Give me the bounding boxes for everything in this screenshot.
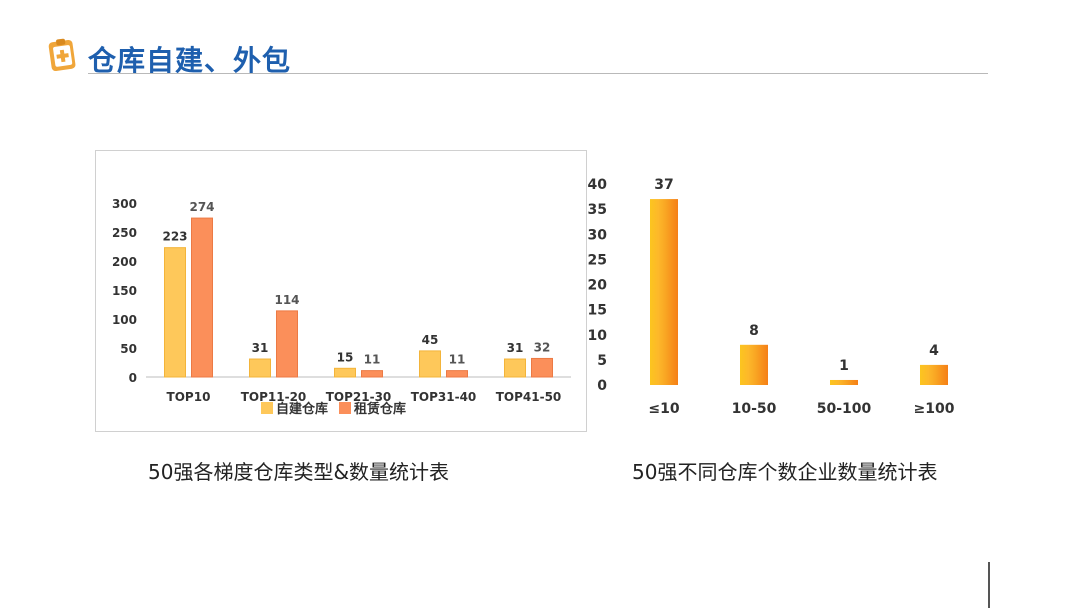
category-label: ≥100 [914, 401, 955, 417]
y-tick-label: 35 [588, 202, 607, 218]
y-tick-label: 150 [112, 284, 137, 298]
bar [830, 379, 858, 385]
category-label: 10-50 [732, 401, 777, 417]
category-label: TOP10 [167, 390, 211, 404]
data-label: 8 [749, 323, 759, 339]
right-chart-caption: 50强不同仓库个数企业数量统计表 [632, 460, 938, 484]
y-tick-label: 200 [112, 255, 137, 269]
legend-label: 租赁仓库 [354, 401, 406, 417]
data-label: 223 [162, 230, 187, 244]
legend-swatch-self-built [261, 402, 273, 414]
data-label: 37 [654, 177, 673, 193]
y-tick-label: 40 [588, 177, 608, 193]
data-label: 274 [189, 200, 214, 214]
y-tick-label: 10 [588, 328, 608, 344]
bar-leased [531, 357, 553, 378]
legend-swatch-leased [339, 402, 351, 414]
bar-leased [361, 370, 383, 378]
y-tick-label: 5 [597, 353, 607, 369]
y-tick-label: 0 [597, 378, 607, 394]
bar-self-built [249, 358, 271, 378]
data-label: 114 [274, 293, 299, 307]
legend-label: 自建仓库 [276, 401, 328, 417]
category-label: TOP11-20 [241, 390, 307, 404]
y-tick-label: 250 [112, 226, 137, 240]
bar [650, 199, 678, 385]
data-label: 31 [507, 341, 524, 355]
y-tick-label: 30 [588, 227, 608, 243]
left-chart-caption: 50强各梯度仓库类型&数量统计表 [148, 460, 450, 484]
header-divider [88, 73, 988, 74]
bar-self-built [419, 350, 441, 378]
y-tick-label: 50 [120, 342, 137, 356]
clipboard-medical-icon [48, 38, 76, 72]
data-label: 15 [337, 350, 354, 364]
left-bar-chart: 0 50 100 150 200 250 300 223 274 TOP10 31 114 TOP11-… [112, 197, 571, 417]
right-bar-chart: 0 5 10 15 20 25 30 35 40 37 ≤10 8 10-50 1 50-100 4 ≥100 [588, 177, 955, 417]
bar-leased [191, 217, 213, 378]
bar [920, 364, 948, 385]
y-tick-label: 300 [112, 197, 137, 211]
category-label: TOP41-50 [496, 390, 562, 404]
data-label: 4 [929, 343, 939, 359]
y-tick-label: 0 [129, 371, 137, 385]
category-label: TOP21-30 [326, 390, 392, 404]
data-label: 1 [839, 358, 849, 374]
y-tick-label: 15 [588, 303, 607, 319]
category-label: TOP31-40 [411, 390, 477, 404]
bar-leased [446, 370, 468, 378]
y-tick-label: 25 [588, 252, 607, 268]
slide-edge-marker [988, 562, 990, 608]
bar-self-built [504, 358, 526, 378]
bar-self-built [334, 367, 356, 378]
y-tick-label: 20 [588, 278, 608, 294]
category-label: ≤10 [648, 401, 679, 417]
data-label: 11 [449, 353, 466, 367]
data-label: 11 [364, 353, 381, 367]
data-label: 31 [252, 341, 269, 355]
data-label: 32 [534, 340, 551, 354]
bar [740, 344, 768, 385]
bar-self-built [164, 247, 186, 378]
data-label: 45 [422, 333, 439, 347]
left-chart-frame: 0 50 100 150 200 250 300 223 274 TOP10 31 114 TOP11-… [95, 150, 587, 432]
bar-leased [276, 310, 298, 378]
page-title: 仓库自建、外包 [88, 44, 292, 77]
y-tick-label: 100 [112, 313, 137, 327]
category-label: 50-100 [817, 401, 872, 417]
